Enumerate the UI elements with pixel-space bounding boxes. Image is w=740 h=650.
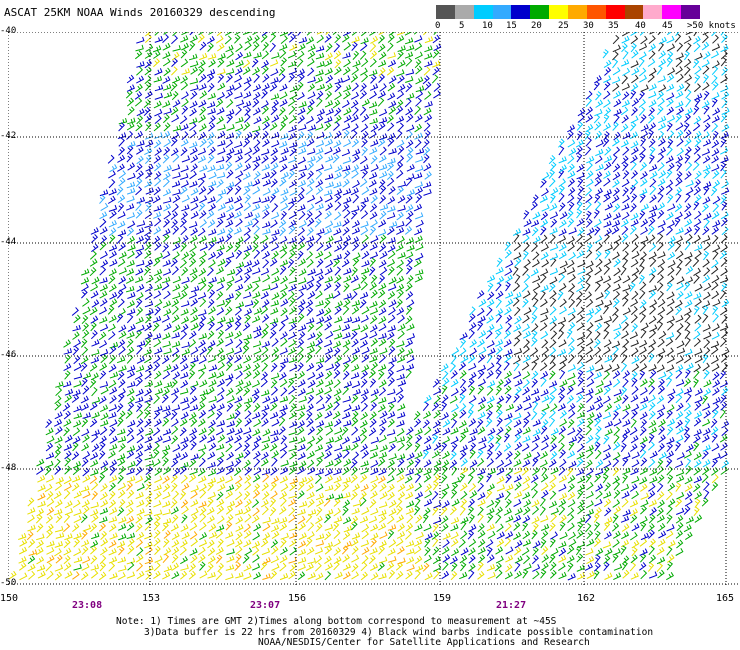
note-line-1: Note: 1) Times are GMT 2)Times along bot… xyxy=(116,616,557,627)
cb-label-15: 15 xyxy=(506,21,517,31)
lat-label-40: -40 xyxy=(0,26,17,36)
wind-map xyxy=(8,32,740,585)
lon-label-153: 153 xyxy=(142,593,161,604)
note-line-2: 3)Data buffer is 22 hrs from 20160329 4)… xyxy=(144,626,654,638)
colorbar-swatch xyxy=(568,5,587,19)
cb-label-5: 5 xyxy=(459,21,465,31)
colorbar-swatch xyxy=(681,5,701,19)
lon-label-159: 159 xyxy=(433,593,452,604)
wind-speed-colorbar xyxy=(436,5,701,19)
colorbar-swatch xyxy=(454,5,474,19)
cb-label-20: 20 xyxy=(531,21,542,31)
colorbar-swatch xyxy=(586,5,606,19)
lat-label-50: -50 xyxy=(0,578,17,588)
wind-barbs xyxy=(8,32,730,581)
wind-map-canvas xyxy=(8,32,740,585)
colorbar-swatch xyxy=(436,5,455,19)
wind-barb-group xyxy=(27,32,728,581)
colorbar-swatch xyxy=(662,5,682,19)
lat-label-46: -46 xyxy=(0,350,17,360)
wind-barb-group xyxy=(8,32,719,581)
colorbar-swatch xyxy=(530,5,550,19)
map-title: ASCAT 25KM NOAA Winds 20160329 descendin… xyxy=(4,6,276,19)
wind-barb-group xyxy=(36,32,730,581)
colorbar-labels: 0 5 10 15 20 25 30 35 40 45 >50 knots xyxy=(430,21,740,33)
cb-label-40: 40 xyxy=(635,21,646,31)
cb-label-50-knots: >50 knots xyxy=(687,21,736,31)
cb-label-0: 0 xyxy=(435,21,441,31)
time-label-2307: 23:07 xyxy=(250,600,281,611)
time-label-2308: 23:08 xyxy=(72,600,103,611)
cb-label-25: 25 xyxy=(558,21,569,31)
wind-barb-group xyxy=(26,473,430,580)
note-line-3: NOAA/NESDIS/Center for Satellite Applica… xyxy=(258,637,590,648)
lon-label-150: 150 xyxy=(0,593,19,604)
lat-label-42: -42 xyxy=(0,131,17,141)
colorbar-swatch xyxy=(549,5,569,19)
lon-label-165: 165 xyxy=(716,593,735,604)
colorbar-swatch xyxy=(473,5,493,19)
lat-lon-grid xyxy=(8,32,740,585)
time-label-2127: 21:27 xyxy=(496,600,527,611)
colorbar-swatch xyxy=(643,5,663,19)
lon-label-156: 156 xyxy=(288,593,307,604)
colorbar-swatch xyxy=(605,5,625,19)
lon-label-162: 162 xyxy=(577,593,596,604)
lat-label-44: -44 xyxy=(0,237,17,247)
wind-barb-group xyxy=(422,32,730,469)
cb-label-45: 45 xyxy=(662,21,673,31)
cb-label-30: 30 xyxy=(583,21,594,31)
colorbar-swatch xyxy=(511,5,531,19)
lat-label-48: -48 xyxy=(0,463,17,473)
wind-barb-group xyxy=(99,129,432,237)
cb-label-10: 10 xyxy=(482,21,493,31)
colorbar-swatch xyxy=(624,5,644,19)
colorbar-swatch xyxy=(492,5,512,19)
cb-label-35: 35 xyxy=(608,21,619,31)
